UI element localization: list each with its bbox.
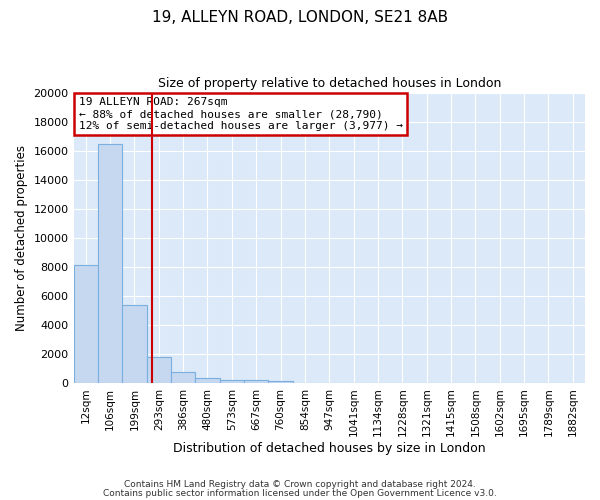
Text: Contains public sector information licensed under the Open Government Licence v3: Contains public sector information licen…	[103, 488, 497, 498]
Bar	[122, 306, 146, 383]
Bar	[244, 380, 268, 383]
Text: Contains HM Land Registry data © Crown copyright and database right 2024.: Contains HM Land Registry data © Crown c…	[124, 480, 476, 489]
Bar	[98, 144, 122, 383]
Text: 19 ALLEYN ROAD: 267sqm
← 88% of detached houses are smaller (28,790)
12% of semi: 19 ALLEYN ROAD: 267sqm ← 88% of detached…	[79, 98, 403, 130]
Bar	[74, 266, 98, 383]
Bar	[220, 380, 244, 383]
Bar	[146, 357, 171, 383]
Bar	[196, 378, 220, 383]
Text: 19, ALLEYN ROAD, LONDON, SE21 8AB: 19, ALLEYN ROAD, LONDON, SE21 8AB	[152, 10, 448, 25]
Title: Size of property relative to detached houses in London: Size of property relative to detached ho…	[158, 78, 501, 90]
Y-axis label: Number of detached properties: Number of detached properties	[15, 145, 28, 331]
X-axis label: Distribution of detached houses by size in London: Distribution of detached houses by size …	[173, 442, 485, 455]
Bar	[171, 372, 196, 383]
Bar	[268, 380, 293, 383]
